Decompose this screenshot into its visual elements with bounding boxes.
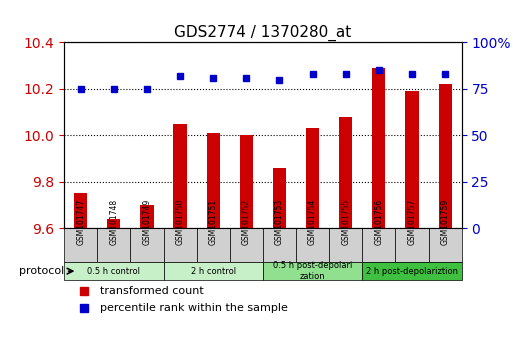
Bar xyxy=(173,124,187,228)
FancyBboxPatch shape xyxy=(263,228,296,262)
Text: GSM101751: GSM101751 xyxy=(209,199,218,245)
FancyBboxPatch shape xyxy=(130,228,164,262)
FancyBboxPatch shape xyxy=(64,228,97,262)
Bar xyxy=(339,117,352,228)
Bar xyxy=(372,68,385,228)
Text: GSM101759: GSM101759 xyxy=(441,199,449,245)
Text: GSM101752: GSM101752 xyxy=(242,199,251,245)
Text: GSM101747: GSM101747 xyxy=(76,199,85,245)
Bar xyxy=(306,128,319,228)
FancyBboxPatch shape xyxy=(230,228,263,262)
FancyBboxPatch shape xyxy=(97,228,130,262)
Bar xyxy=(207,133,220,228)
Text: percentile rank within the sample: percentile rank within the sample xyxy=(100,303,288,313)
FancyBboxPatch shape xyxy=(362,262,462,280)
Text: GSM101749: GSM101749 xyxy=(143,199,151,245)
Text: 2 h post-depolariztion: 2 h post-depolariztion xyxy=(366,267,458,276)
Text: GSM101754: GSM101754 xyxy=(308,199,317,245)
Text: GSM101755: GSM101755 xyxy=(341,199,350,245)
Text: 0.5 h post-depolari
zation: 0.5 h post-depolari zation xyxy=(273,261,352,281)
Text: GSM101748: GSM101748 xyxy=(109,199,119,245)
Bar xyxy=(141,205,153,228)
Text: 0.5 h control: 0.5 h control xyxy=(87,267,141,276)
FancyBboxPatch shape xyxy=(396,228,428,262)
Text: 2 h control: 2 h control xyxy=(191,267,236,276)
Text: GSM101757: GSM101757 xyxy=(407,199,417,245)
FancyBboxPatch shape xyxy=(362,228,396,262)
Text: GSM101753: GSM101753 xyxy=(275,199,284,245)
Title: GDS2774 / 1370280_at: GDS2774 / 1370280_at xyxy=(174,25,351,41)
FancyBboxPatch shape xyxy=(296,228,329,262)
Bar xyxy=(107,219,121,228)
Bar xyxy=(273,168,286,228)
FancyBboxPatch shape xyxy=(196,228,230,262)
Bar xyxy=(405,91,419,228)
Bar xyxy=(240,135,253,228)
Text: GSM101750: GSM101750 xyxy=(175,199,185,245)
FancyBboxPatch shape xyxy=(164,262,263,280)
Text: transformed count: transformed count xyxy=(100,286,204,296)
FancyBboxPatch shape xyxy=(64,262,164,280)
Text: GSM101756: GSM101756 xyxy=(374,199,383,245)
FancyBboxPatch shape xyxy=(329,228,362,262)
Text: protocol: protocol xyxy=(19,266,64,276)
FancyBboxPatch shape xyxy=(428,228,462,262)
Bar xyxy=(74,193,87,228)
FancyBboxPatch shape xyxy=(263,262,362,280)
FancyBboxPatch shape xyxy=(164,228,196,262)
Bar xyxy=(439,84,452,228)
